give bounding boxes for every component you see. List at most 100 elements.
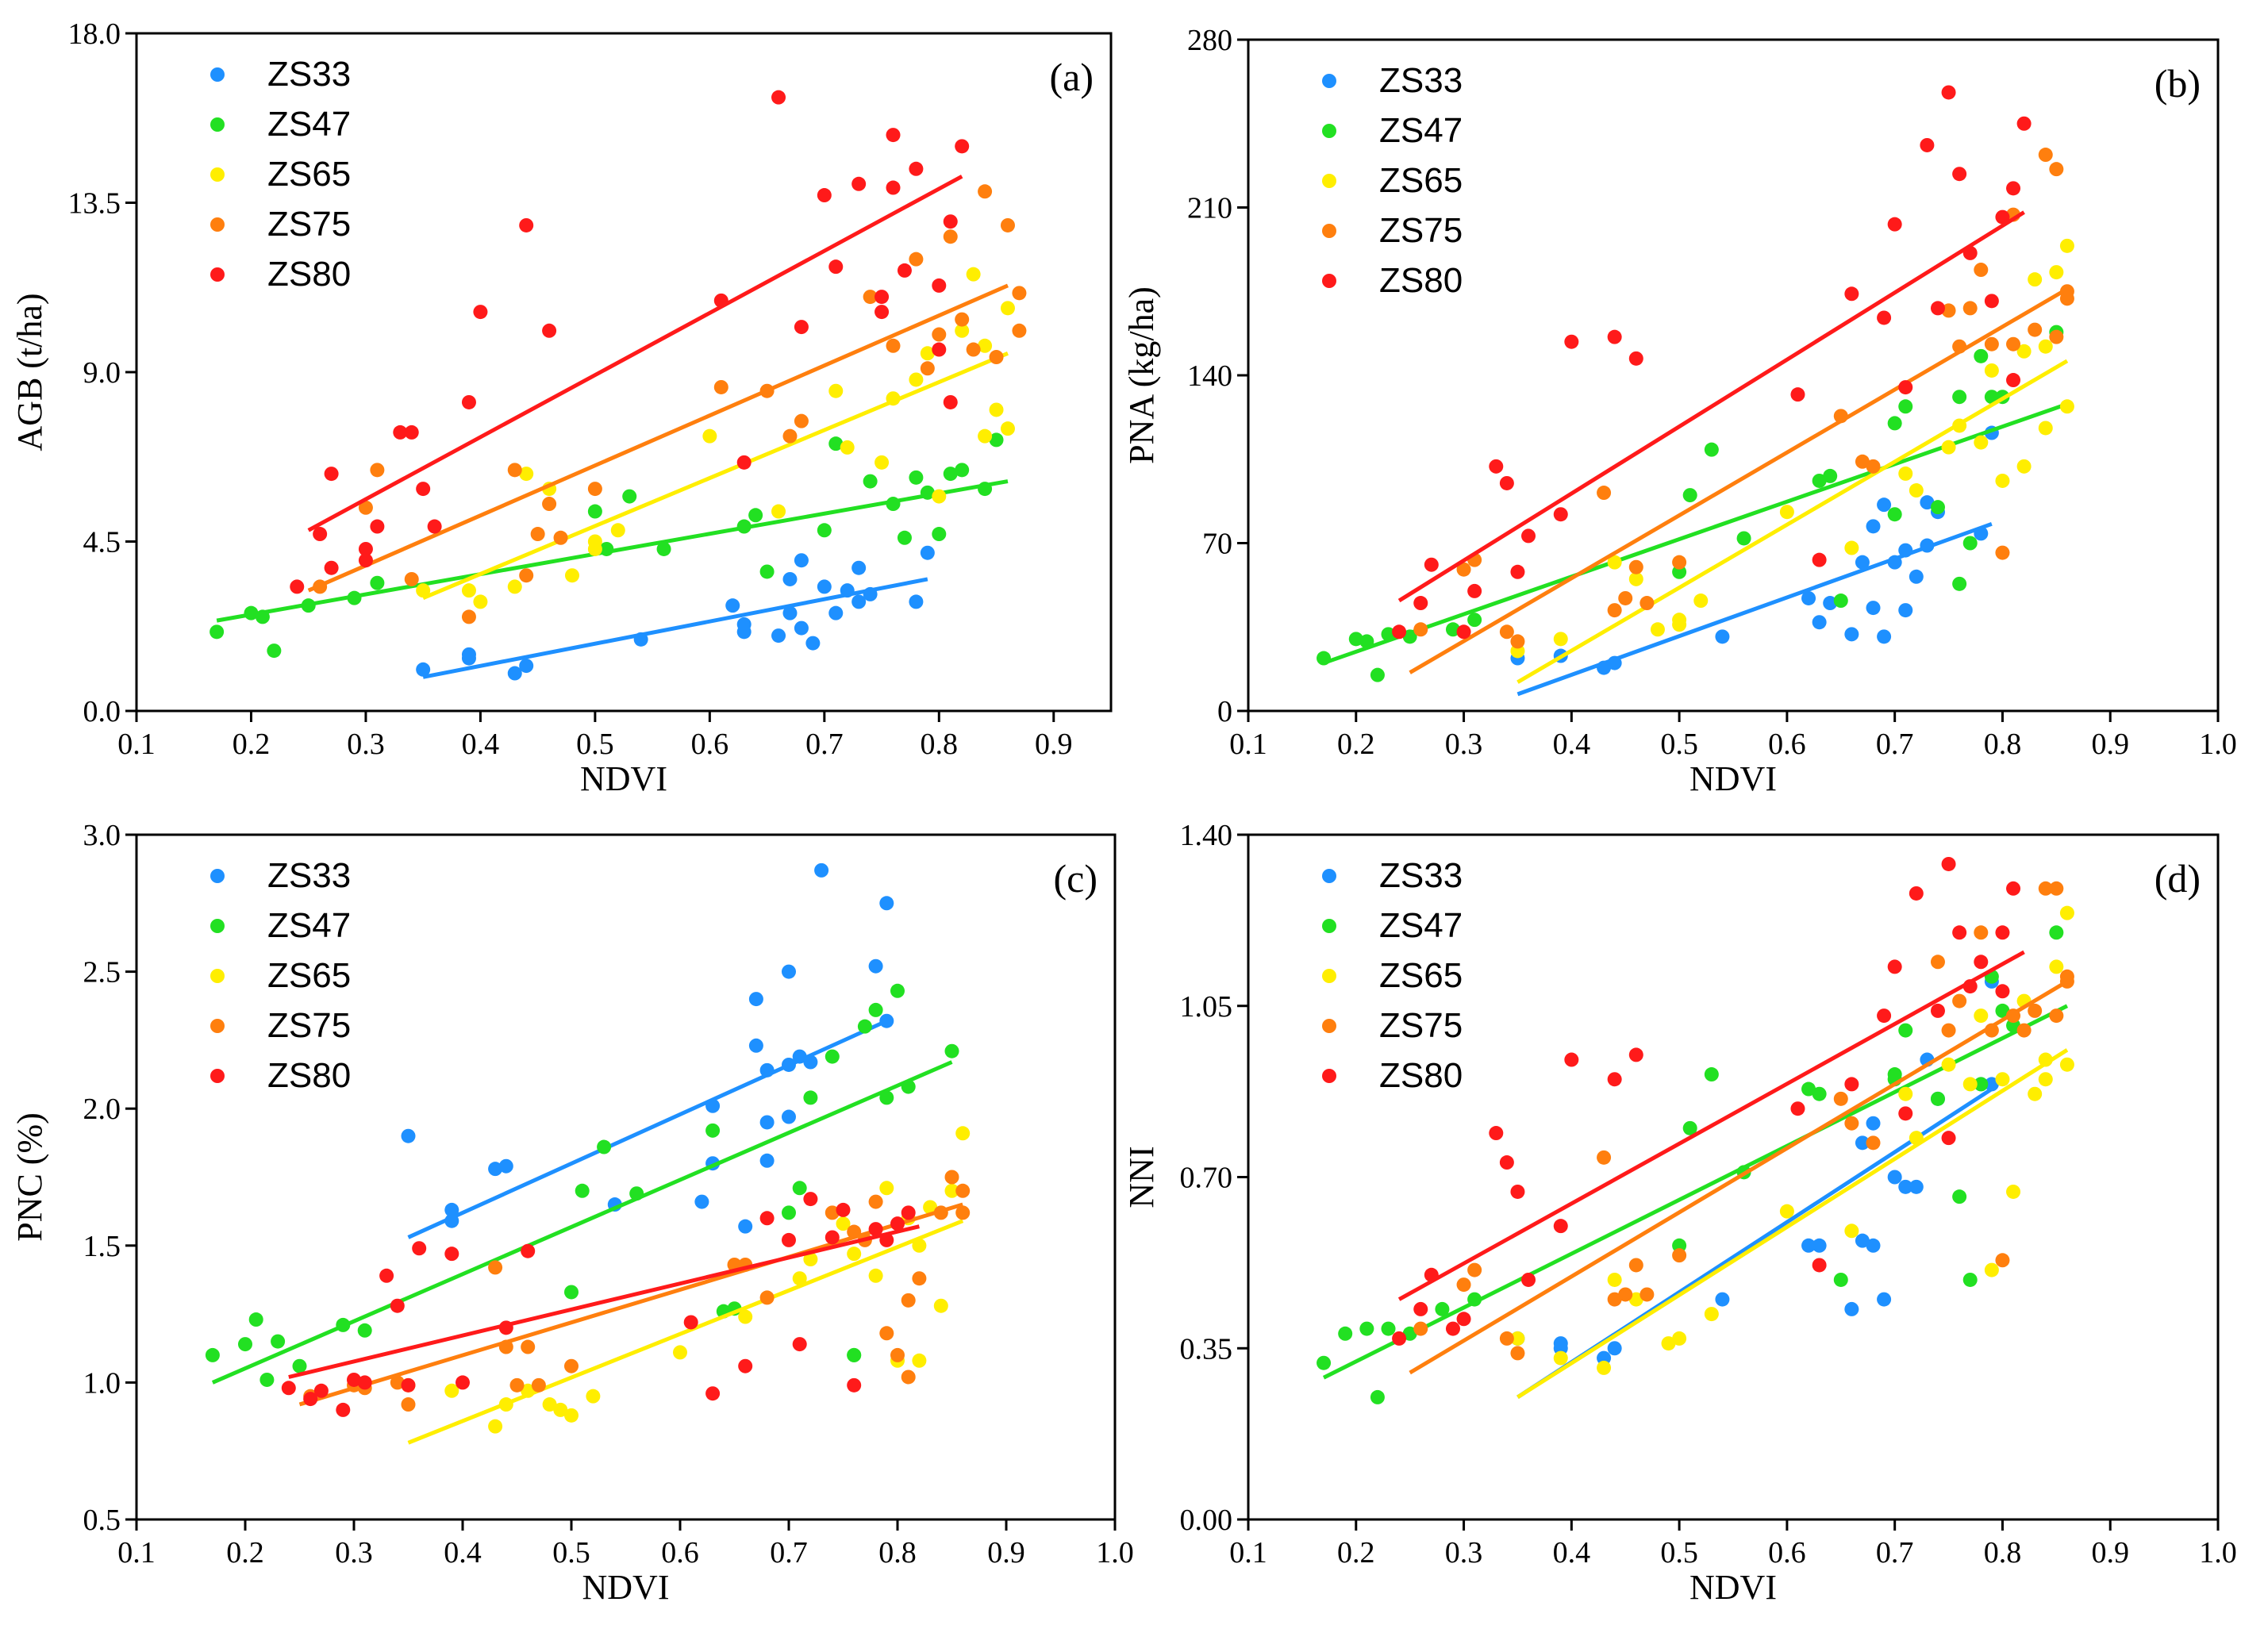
data-point — [1962, 245, 1978, 260]
data-point — [989, 350, 1004, 365]
data-point — [1489, 459, 1504, 474]
data-point — [782, 605, 798, 620]
x-tick-label: 0.2 — [1337, 1536, 1375, 1569]
data-point — [1370, 1389, 1385, 1404]
data-point — [825, 1049, 840, 1064]
data-point — [1424, 1267, 1439, 1282]
series-zs75 — [1409, 148, 2074, 674]
legend-marker-zs65 — [1322, 174, 1336, 188]
data-point — [2049, 881, 2064, 896]
data-point — [324, 560, 339, 575]
data-point — [851, 176, 867, 191]
data-point — [1510, 634, 1525, 649]
data-point — [966, 267, 981, 282]
y-tick-label: 0.70 — [1180, 1162, 1233, 1195]
data-point — [1984, 294, 1999, 309]
data-point — [1499, 1331, 1514, 1346]
x-tick-label: 0.6 — [1768, 1536, 1806, 1569]
data-point — [943, 467, 958, 482]
data-point — [2059, 905, 2074, 920]
y-tick-label: 9.0 — [83, 356, 121, 390]
data-point — [1930, 500, 1945, 515]
data-point — [978, 482, 993, 497]
data-point — [1995, 925, 2010, 940]
series-zs65 — [1510, 238, 2074, 684]
data-point — [901, 1370, 916, 1385]
data-point — [2006, 1184, 2021, 1199]
series-zs65 — [401, 1126, 971, 1445]
data-point — [2059, 291, 2074, 306]
data-point — [1995, 209, 2010, 225]
fit-line-zs47 — [1323, 401, 2068, 665]
data-point — [794, 320, 809, 335]
data-point — [2049, 265, 2064, 280]
x-tick-label: 0.3 — [1445, 728, 1483, 761]
data-point — [901, 1205, 916, 1220]
data-point — [531, 1377, 546, 1393]
data-point — [705, 1386, 721, 1401]
data-point — [1930, 1091, 1945, 1106]
y-tick-label: 1.5 — [83, 1230, 121, 1263]
data-point — [507, 579, 522, 594]
data-point — [1779, 505, 1794, 520]
x-tick-label: 0.2 — [226, 1536, 264, 1569]
x-tick-label: 0.9 — [987, 1536, 1025, 1569]
data-point — [1456, 1312, 1471, 1327]
data-point — [1456, 562, 1471, 577]
data-point — [2006, 881, 2021, 896]
x-tick-label: 0.8 — [1984, 1536, 2022, 1569]
legend-marker-zs33 — [1322, 869, 1336, 883]
data-point — [879, 1181, 894, 1196]
data-point — [794, 620, 809, 636]
data-point — [1995, 545, 2010, 560]
data-point — [1962, 1077, 1978, 1092]
data-point — [1597, 486, 1612, 501]
data-point — [2049, 925, 2064, 940]
series-zs65 — [1510, 905, 2074, 1400]
data-point — [1844, 286, 1859, 302]
data-point — [736, 519, 752, 534]
data-point — [2059, 974, 2074, 989]
data-point — [1413, 1301, 1428, 1316]
data-point — [1866, 601, 1881, 616]
data-point — [1877, 497, 1892, 513]
data-point — [1618, 1287, 1633, 1302]
panel-d: 0.1 0.2 0.3 0.4 0.5 0.6 0.7 0.8 0.9 1.0 0.00 0.35 0.… — [1122, 819, 2237, 1607]
data-point — [1909, 1179, 1924, 1194]
y-tick-label: 210 — [1187, 192, 1232, 225]
data-point — [1833, 1272, 1848, 1287]
data-point — [210, 624, 225, 640]
data-point — [1715, 1292, 1730, 1307]
data-point — [955, 323, 970, 338]
data-point — [1952, 339, 1967, 354]
data-point — [461, 583, 476, 598]
data-point — [313, 579, 328, 594]
x-tick-label: 0.7 — [805, 728, 844, 761]
data-point — [587, 482, 602, 497]
data-point — [259, 1372, 275, 1387]
x-tick-label: 0.8 — [921, 728, 959, 761]
fit-line-zs47 — [211, 1060, 953, 1385]
data-point — [357, 1375, 372, 1390]
data-point — [886, 338, 901, 353]
x-tick-label: 0.2 — [233, 728, 271, 761]
data-point — [2059, 399, 2074, 414]
data-point — [1941, 856, 1956, 871]
data-point — [461, 394, 476, 409]
legend: ZS33 ZS47 ZS65 ZS75 ZS80 — [210, 55, 351, 294]
data-point — [1941, 440, 1956, 455]
data-point — [1435, 1301, 1450, 1316]
y-tick-label: 3.0 — [83, 819, 121, 852]
data-point — [912, 1238, 927, 1253]
data-point — [933, 1298, 948, 1313]
x-tick-label: 0.8 — [878, 1536, 917, 1569]
data-point — [886, 497, 901, 512]
panel-label: (d) — [2155, 856, 2201, 901]
legend-label: ZS65 — [1379, 161, 1463, 200]
data-point — [1952, 167, 1967, 182]
data-point — [564, 1408, 579, 1423]
x-tick-label: 0.4 — [1553, 1536, 1591, 1569]
data-point — [803, 1090, 818, 1105]
data-point — [1618, 590, 1633, 605]
data-point — [1672, 1331, 1687, 1346]
